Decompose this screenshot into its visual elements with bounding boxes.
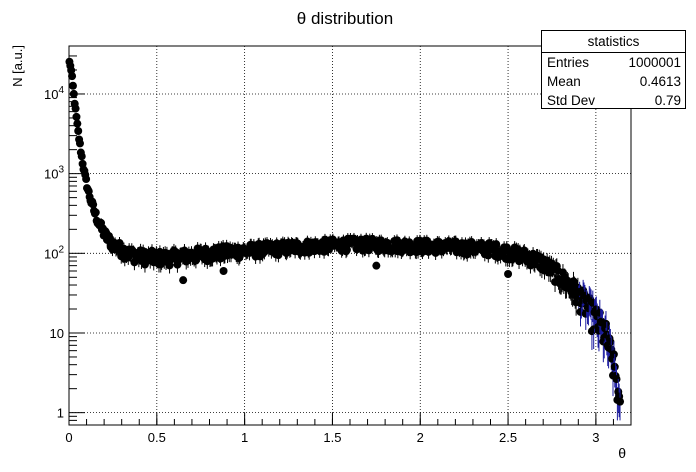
x-tick-label: 2 <box>417 430 424 445</box>
stat-row-mean: Mean 0.4613 <box>542 72 685 91</box>
x-tick-label: 1 <box>241 430 248 445</box>
data-point <box>342 245 351 254</box>
data-point <box>191 256 200 265</box>
stat-label: Mean <box>547 74 581 89</box>
y-tick-label: 104 <box>44 85 64 102</box>
data-point <box>606 337 615 346</box>
data-point <box>612 375 621 384</box>
y-axis-label: N [a.u.] <box>10 45 25 87</box>
x-tick-label: 2.5 <box>499 430 517 445</box>
axes: 0 0.5 1 1.5 2 2.5 3 1 10 102 103 104 <box>44 45 632 445</box>
data-point <box>91 208 100 217</box>
y-tick-label: 10 <box>50 326 64 341</box>
stat-row-stddev: Std Dev 0.79 <box>542 91 685 110</box>
data-point <box>74 127 83 136</box>
x-tick-label: 0.5 <box>148 430 166 445</box>
data-point <box>601 319 610 328</box>
data-point <box>75 139 84 148</box>
statistics-title: statistics <box>542 31 685 53</box>
data-point <box>89 200 98 209</box>
data-point-outlier <box>372 261 381 270</box>
data-point-outlier <box>219 266 228 275</box>
statistics-box: statistics Entries 1000001 Mean 0.4613 S… <box>541 30 686 109</box>
data-point <box>609 350 618 359</box>
data-point <box>77 152 86 161</box>
x-tick-label: 1.5 <box>323 430 341 445</box>
stat-value: 1000001 <box>628 55 681 70</box>
data-points <box>65 57 625 421</box>
stat-label: Entries <box>547 55 590 70</box>
chart-title: θ distribution <box>297 9 393 28</box>
y-tick-label: 103 <box>44 165 64 182</box>
stat-value: 0.79 <box>654 93 681 108</box>
data-point <box>610 362 619 371</box>
stat-row-entries: Entries 1000001 <box>542 53 685 72</box>
data-point <box>72 112 81 121</box>
data-point-outlier <box>504 269 513 278</box>
data-point <box>68 72 77 81</box>
y-tick-label: 1 <box>57 406 64 421</box>
data-point <box>492 240 501 249</box>
x-axis-label: θ <box>618 445 626 461</box>
data-point <box>73 119 82 128</box>
stat-value: 0.4613 <box>639 74 681 89</box>
data-point <box>68 81 77 90</box>
data-point <box>115 238 124 247</box>
data-point <box>82 175 91 184</box>
stat-label: Std Dev <box>547 93 596 108</box>
y-tick-label: 102 <box>44 244 64 261</box>
x-tick-label: 3 <box>592 430 599 445</box>
x-tick-label: 0 <box>65 430 72 445</box>
data-point-outlier <box>179 276 188 285</box>
data-point <box>616 397 625 406</box>
